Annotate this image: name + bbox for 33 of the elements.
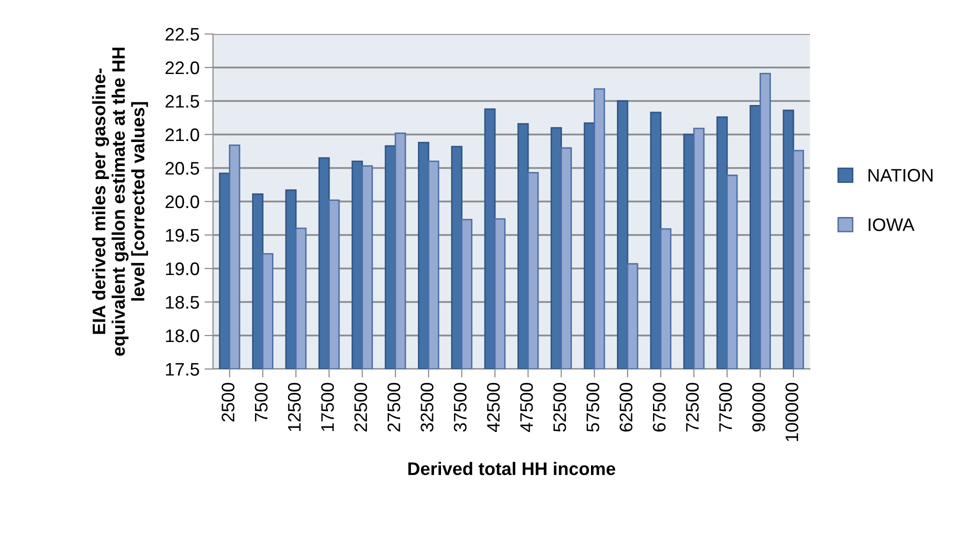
y-tick-label: 21.5: [166, 94, 200, 108]
x-axis-title: Derived total HH income: [408, 462, 616, 476]
x-tick-label: 17500: [321, 382, 334, 432]
y-tick-label: 20.5: [166, 162, 200, 175]
y-tick-label: 19.0: [166, 262, 200, 276]
x-tick-label: 100000: [785, 382, 798, 442]
legend-label: NATION: [868, 168, 932, 182]
x-tick-label: 2500: [222, 382, 234, 422]
y-tick-label: 17.5: [166, 363, 200, 376]
x-tick-label: 7500: [254, 382, 268, 422]
y-tick-label: 22.5: [166, 28, 200, 41]
x-tick-label: 90000: [752, 382, 766, 432]
y-tick-label: 22.0: [166, 61, 200, 74]
x-tick-label: 72500: [686, 382, 699, 432]
y-tick-label: 19.5: [166, 228, 200, 242]
legend-label: IOWA: [868, 218, 915, 232]
y-tick-label: 20.0: [166, 195, 200, 208]
x-tick-label: 12500: [288, 382, 301, 432]
x-tick-label: 37500: [454, 382, 467, 432]
x-tick-label: 47500: [520, 382, 533, 432]
x-tick-label: 42500: [486, 382, 500, 432]
x-tick-label: 67500: [652, 382, 666, 432]
x-tick-label: 27500: [387, 382, 400, 432]
y-axis-title: EIA derived miles per gasoline- equivalent gallon estimate at the HH level [corrected values]: [92, 48, 148, 356]
y-tick-label: 18.5: [166, 296, 200, 309]
y-tick-label: 21.0: [166, 128, 200, 142]
y-tick-label: 18.0: [166, 329, 200, 342]
x-tick-label: 77500: [719, 382, 732, 432]
x-tick-label: 22500: [354, 382, 368, 432]
x-tick-label: 52500: [553, 382, 566, 432]
x-tick-label: 62500: [620, 382, 632, 432]
x-tick-label: 32500: [420, 382, 434, 432]
x-tick-label: 57500: [586, 382, 600, 432]
